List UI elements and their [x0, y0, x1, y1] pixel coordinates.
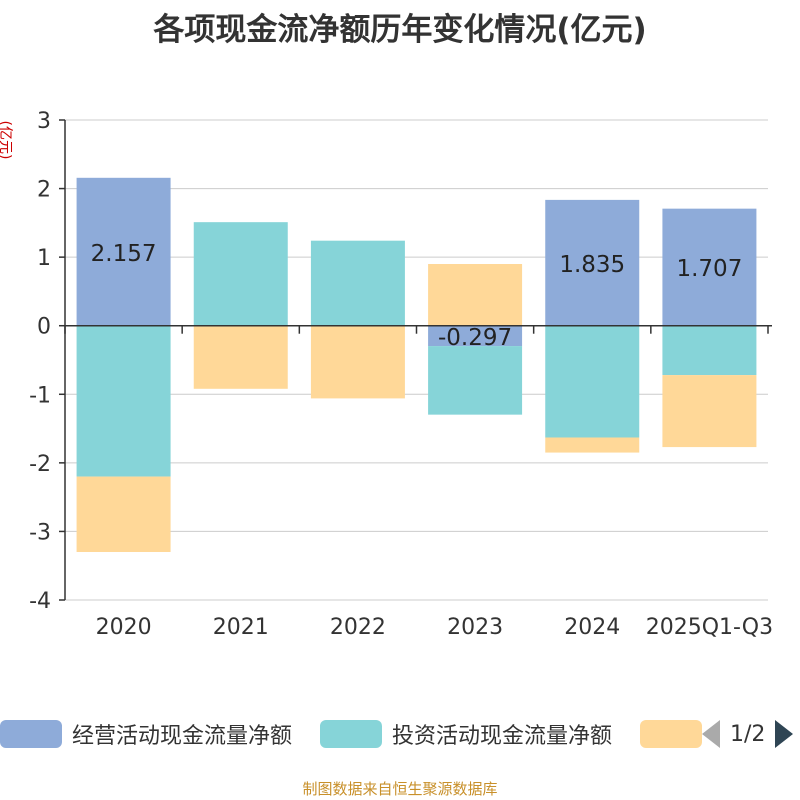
- bar-2023-series-0: [428, 325, 523, 347]
- y-tick-label: -4: [29, 589, 51, 614]
- bar-2020-series-1: [76, 325, 171, 477]
- y-tick-label: -3: [29, 520, 51, 545]
- bar-2024-series-1: [545, 325, 640, 438]
- bar-2024-series-0: [545, 199, 640, 326]
- legend-swatch-operating: [0, 720, 62, 748]
- legend-next-page-icon[interactable]: [775, 720, 794, 748]
- y-tick-label: -1: [29, 383, 51, 408]
- legend-swatch-financing: [640, 720, 702, 748]
- legend: 经营活动现金流量净额 投资活动现金流量净额 1/2: [0, 716, 800, 752]
- bar-2024-series-2: [545, 437, 640, 453]
- data-label: 2.157: [91, 241, 157, 267]
- legend-swatch-investing: [320, 720, 382, 748]
- bar-2021-series-2: [193, 325, 288, 389]
- bar-2020-series-0: [76, 177, 171, 326]
- y-tick-label: -2: [29, 452, 51, 477]
- bar-2025Q1-Q3-series-1: [662, 325, 757, 376]
- bar-2022-series-1: [310, 240, 405, 326]
- chart-title: 各项现金流净额历年变化情况(亿元): [153, 12, 647, 48]
- legend-item-operating[interactable]: 经营活动现金流量净额: [0, 716, 292, 752]
- legend-label-operating: 经营活动现金流量净额: [72, 724, 293, 749]
- legend-prev-page-icon[interactable]: [702, 720, 720, 748]
- data-label: 1.707: [676, 256, 742, 282]
- x-tick-label: 2023: [447, 615, 503, 640]
- x-tick-label: 2021: [213, 615, 269, 640]
- legend-pager: 1/2: [702, 716, 794, 752]
- legend-item-financing[interactable]: [640, 716, 702, 752]
- x-tick-label: 2024: [564, 615, 620, 640]
- legend-item-investing[interactable]: 投资活动现金流量净额: [320, 716, 612, 752]
- bar-2023-series-1: [428, 346, 523, 415]
- x-tick-label: 2020: [96, 615, 152, 640]
- bar-2022-series-2: [310, 325, 405, 399]
- x-tick-label: 2025Q1-Q3: [646, 615, 773, 640]
- bar-2025Q1-Q3-series-2: [662, 375, 757, 448]
- y-tick-label: 0: [37, 315, 51, 340]
- data-source-note: 制图数据来自恒生聚源数据库: [302, 780, 498, 798]
- y-tick-label: 2: [37, 178, 51, 203]
- bar-2020-series-2: [76, 476, 171, 552]
- x-tick-label: 2022: [330, 615, 386, 640]
- data-label: 1.835: [559, 252, 625, 278]
- legend-label-investing: 投资活动现金流量净额: [392, 724, 613, 749]
- bar-2021-series-1: [193, 222, 288, 326]
- legend-page-indicator: 1/2: [730, 721, 766, 747]
- bar-2023-series-2: [428, 264, 523, 326]
- y-tick-label: 3: [37, 109, 51, 134]
- bar-2025Q1-Q3-series-0: [662, 208, 757, 326]
- y-tick-label: 1: [37, 246, 51, 271]
